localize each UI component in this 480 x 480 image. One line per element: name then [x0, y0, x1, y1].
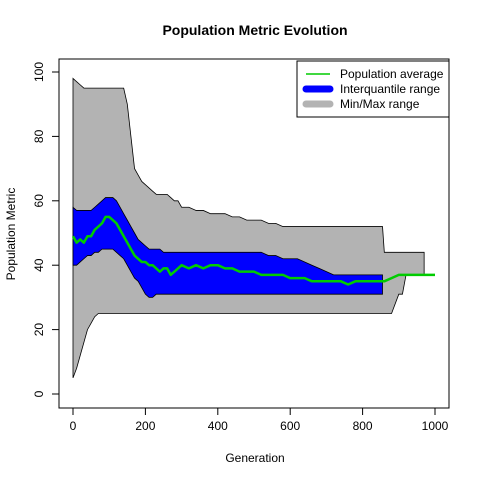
y-tick-label: 0 — [32, 390, 46, 397]
axes: 0 200 400 600 800 1000 0 20 40 60 80 100 — [32, 62, 449, 433]
x-tick-label: 600 — [280, 419, 300, 433]
y-tick-label: 20 — [32, 323, 46, 337]
x-tick-label: 800 — [353, 419, 373, 433]
legend-label: Min/Max range — [340, 97, 420, 111]
series-line-population-average — [71, 215, 435, 286]
legend-label: Interquantile range — [340, 82, 440, 96]
chart-title: Population Metric Evolution — [162, 22, 347, 38]
x-tick-label: 400 — [208, 419, 228, 433]
y-tick-label: 100 — [32, 62, 46, 82]
x-tick-label: 0 — [70, 419, 77, 433]
y-tick-label: 80 — [32, 129, 46, 143]
legend-label: Population average — [340, 67, 444, 81]
y-tick-label: 60 — [32, 194, 46, 208]
x-tick-label: 200 — [135, 419, 155, 433]
y-axis-label: Population Metric — [4, 188, 18, 281]
plot-area — [71, 77, 435, 379]
series-band-interquantile-range — [72, 197, 383, 298]
x-tick-label: 1000 — [422, 419, 449, 433]
y-tick-label: 40 — [32, 258, 46, 272]
x-axis-label: Generation — [225, 451, 284, 465]
